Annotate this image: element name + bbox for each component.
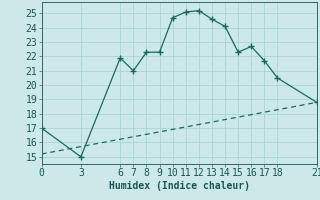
X-axis label: Humidex (Indice chaleur): Humidex (Indice chaleur) (109, 181, 250, 191)
